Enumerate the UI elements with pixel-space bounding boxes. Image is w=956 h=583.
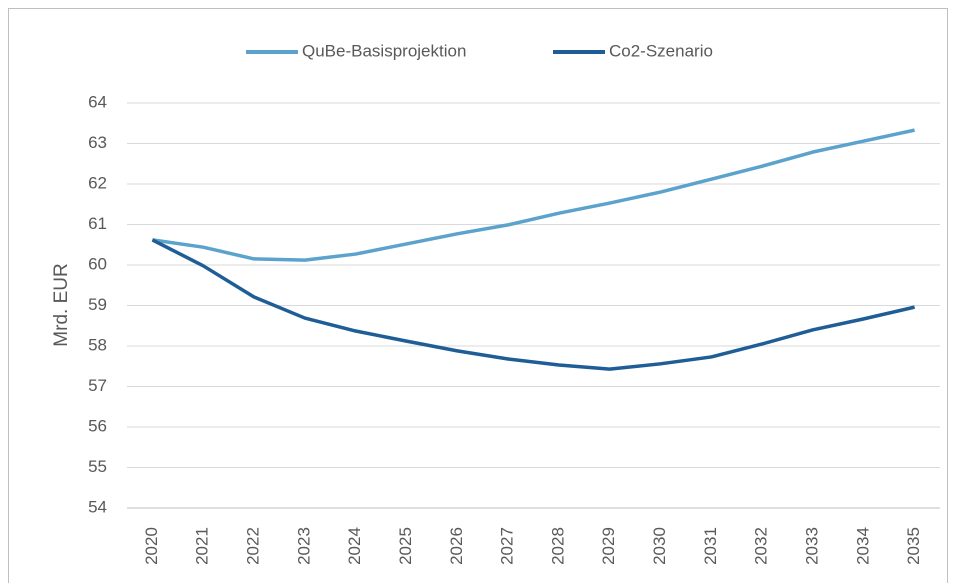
y-tick-label: 58 — [88, 335, 107, 354]
y-tick-label: 57 — [88, 376, 107, 395]
y-tick-label: 61 — [88, 214, 107, 233]
y-tick-label: 56 — [88, 416, 107, 435]
y-tick-label: 54 — [88, 497, 107, 516]
x-tick-label: 2034 — [853, 527, 872, 565]
x-tick-label: 2020 — [142, 527, 161, 565]
x-tick-label: 2035 — [904, 527, 923, 565]
x-tick-label: 2033 — [802, 527, 821, 565]
series-line — [152, 128, 915, 262]
x-tick-label: 2021 — [193, 527, 212, 565]
legend-label: Co2-Szenario — [609, 41, 713, 60]
y-tick-label: 62 — [88, 173, 107, 192]
y-axis-label: Mrd. EUR — [51, 263, 72, 346]
x-tick-label: 2028 — [548, 527, 567, 565]
chart-frame — [8, 8, 948, 583]
x-tick-label: 2022 — [244, 527, 263, 565]
x-tick-label: 2031 — [701, 527, 720, 565]
x-tick-label: 2030 — [650, 527, 669, 565]
x-tick-label: 2025 — [396, 527, 415, 565]
x-tick-label: 2026 — [447, 527, 466, 565]
y-tick-label: 59 — [88, 295, 107, 314]
x-tick-label: 2032 — [752, 527, 771, 565]
y-tick-label: 63 — [88, 133, 107, 152]
y-tick-label: 64 — [88, 92, 107, 111]
x-tick-label: 2024 — [345, 527, 364, 565]
y-tick-label: 55 — [88, 457, 107, 476]
series-line — [151, 238, 915, 371]
x-tick-label: 2029 — [599, 527, 618, 565]
legend-label: QuBe-Basisprojektion — [302, 41, 466, 60]
x-tick-label: 2023 — [294, 527, 313, 565]
x-tick-label: 2027 — [498, 527, 517, 565]
y-tick-label: 60 — [88, 254, 107, 273]
